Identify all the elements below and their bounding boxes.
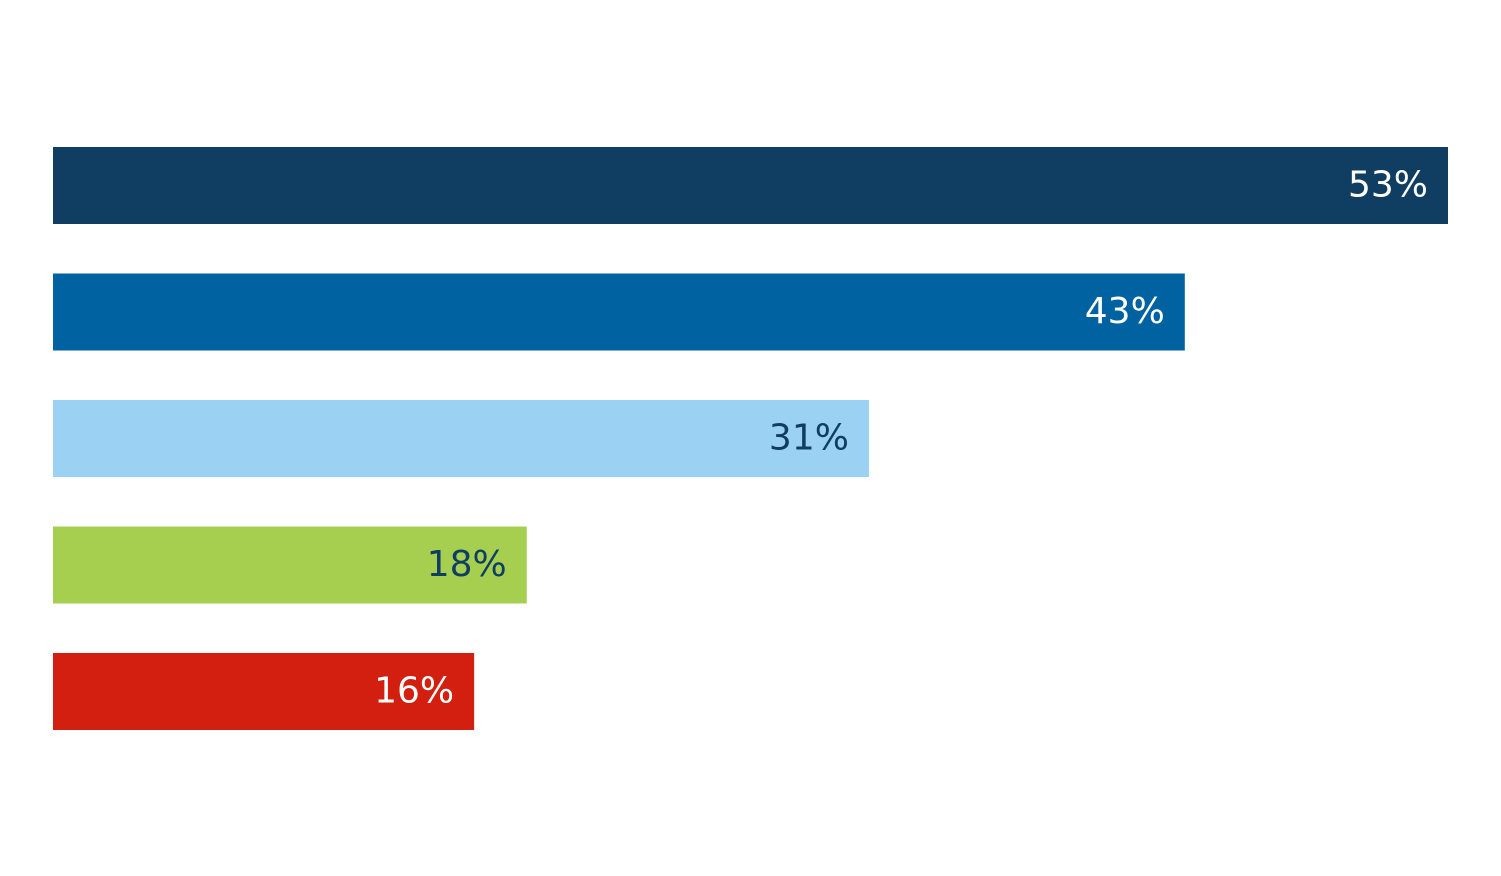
bar (53, 653, 475, 730)
value-label: 53% (1348, 165, 1428, 206)
value-label: 31% (769, 418, 849, 459)
value-label: 16% (374, 671, 454, 712)
bar (53, 273, 1185, 351)
value-label: 18% (427, 544, 507, 585)
bar (53, 526, 527, 604)
value-label: 43% (1085, 291, 1165, 332)
bar (53, 147, 1448, 224)
bar (53, 400, 869, 477)
